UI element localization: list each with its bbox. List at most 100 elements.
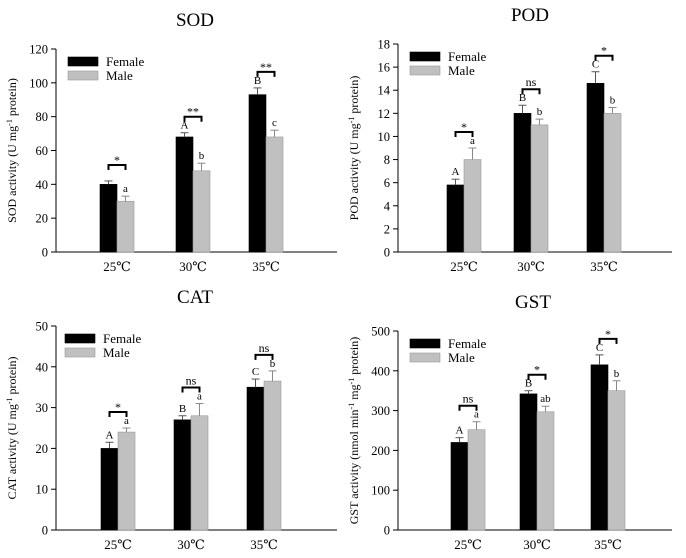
group-letter-label: A (452, 166, 460, 178)
y-label-text: GST activity (nmol min (347, 409, 361, 524)
significance-label: ns (186, 374, 197, 388)
y-label-superscript: -1 (347, 378, 356, 385)
group-letter-label: b (270, 358, 276, 370)
x-category-label: 30℃ (517, 259, 545, 274)
y-label-superscript: -1 (347, 117, 356, 124)
legend-label-female: Female (106, 54, 144, 69)
x-category-label: 35℃ (252, 259, 280, 274)
legend-label-male: Male (448, 63, 475, 78)
legend-label-male: Male (106, 68, 133, 83)
y-tick-label: 6 (384, 176, 390, 190)
bar-female (175, 136, 194, 253)
significance-label: ns (463, 392, 474, 406)
legend-swatch-female (409, 51, 441, 62)
y-tick-label: 40 (36, 360, 49, 374)
legend-swatch-male (64, 347, 96, 358)
y-label-text: protein) (347, 76, 361, 117)
bar-female (450, 442, 469, 531)
bar-male (117, 431, 136, 531)
significance-bracket (108, 411, 128, 417)
legend-swatch-female (67, 56, 99, 67)
y-label-superscript: -1 (5, 119, 14, 126)
y-label-text: SOD activity (U mg (5, 126, 19, 223)
x-category-label: 25℃ (454, 537, 482, 552)
y-label-superscript: -1 (5, 397, 14, 404)
legend-swatch-male (409, 65, 441, 76)
significance-label: ns (526, 75, 537, 89)
gst-panel: GST 0 100 200 300 400 500 GST activity (nmol mi… (347, 292, 672, 552)
y-tick-label: 18 (378, 38, 391, 52)
y-tick-label: 30 (36, 401, 49, 415)
x-category-label: 35℃ (590, 259, 618, 274)
y-label-text: protein) (5, 78, 19, 119)
bar-female (590, 364, 609, 531)
bar-male (530, 124, 549, 253)
significance-bracket (256, 70, 276, 77)
group-letter-label: B (179, 403, 186, 415)
bar-female (99, 184, 118, 253)
significance-label: ** (260, 60, 272, 74)
y-label-text: CAT activity (U mg (5, 404, 19, 499)
bar-female (248, 94, 267, 253)
legend-swatch-male (67, 70, 99, 81)
group-letter-label: B (254, 75, 261, 87)
group-letter-label: B (525, 378, 532, 390)
y-label-text: protein) (347, 337, 361, 378)
significance-bracket (181, 386, 201, 393)
chart-title: POD (511, 5, 549, 26)
significance-bracket (521, 88, 541, 95)
legend-label-female: Female (448, 49, 486, 64)
group-letter-label: C (592, 59, 599, 71)
significance-label: * (114, 153, 120, 167)
group-letter-label: b (610, 95, 616, 107)
bar-female (446, 184, 465, 253)
legend-swatch-female (409, 338, 441, 349)
group-letter-label: a (197, 391, 202, 403)
significance-bracket (183, 115, 203, 122)
y-axis-label: POD activity (U mg-1 protein) (347, 76, 362, 221)
significance-bracket (594, 54, 614, 61)
y-tick-label: 12 (378, 107, 391, 121)
legend-label-female: Female (448, 336, 486, 351)
y-tick-label: 400 (371, 364, 390, 378)
y-tick-label: 120 (29, 43, 48, 57)
significance-bracket (454, 131, 474, 137)
bar-male (190, 415, 209, 531)
group-letter-label: a (474, 409, 479, 421)
legend-label-male: Male (103, 345, 130, 360)
x-category-label: 30℃ (177, 537, 205, 552)
x-category-label: 25℃ (103, 259, 131, 274)
bar-male (467, 429, 486, 531)
group-letter-label: A (456, 425, 464, 437)
y-tick-label: 20 (36, 442, 49, 456)
y-tick-label: 14 (378, 84, 391, 98)
group-letter-label: b (614, 368, 620, 380)
y-label-text: POD activity (U mg (347, 123, 361, 220)
y-tick-label: 16 (378, 61, 391, 75)
y-tick-label: 0 (42, 246, 48, 260)
y-axis-label: SOD activity (U mg-1 protein) (5, 78, 20, 223)
y-tick-label: 10 (36, 483, 49, 497)
x-category-label: 25℃ (104, 537, 132, 552)
bar-male (607, 390, 626, 531)
y-axis-label: CAT activity (U mg-1 protein) (5, 356, 20, 499)
bar-male (116, 200, 135, 253)
y-tick-label: 200 (371, 444, 390, 458)
y-tick-label: 40 (36, 178, 49, 192)
significance-label: * (601, 44, 607, 58)
y-tick-label: 10 (378, 130, 391, 144)
cat-panel: CAT 0 10 20 30 40 50 CAT activity (U mg-1 prote… (5, 287, 337, 552)
group-letter-label: C (252, 366, 259, 378)
y-tick-label: 100 (29, 76, 48, 90)
y-axis-label: GST activity (nmol min-1 mg-1 protein) (347, 337, 362, 524)
bar-female (519, 393, 538, 531)
x-category-label: 30℃ (523, 537, 551, 552)
y-label-superscript: -1 (347, 403, 356, 410)
significance-label: * (605, 327, 611, 341)
group-letter-label: a (470, 135, 475, 147)
x-category-label: 25℃ (450, 259, 478, 274)
group-letter-label: b (537, 106, 543, 118)
y-tick-label: 8 (384, 153, 390, 167)
x-category-label: 35℃ (250, 537, 278, 552)
y-tick-label: 50 (36, 320, 49, 334)
